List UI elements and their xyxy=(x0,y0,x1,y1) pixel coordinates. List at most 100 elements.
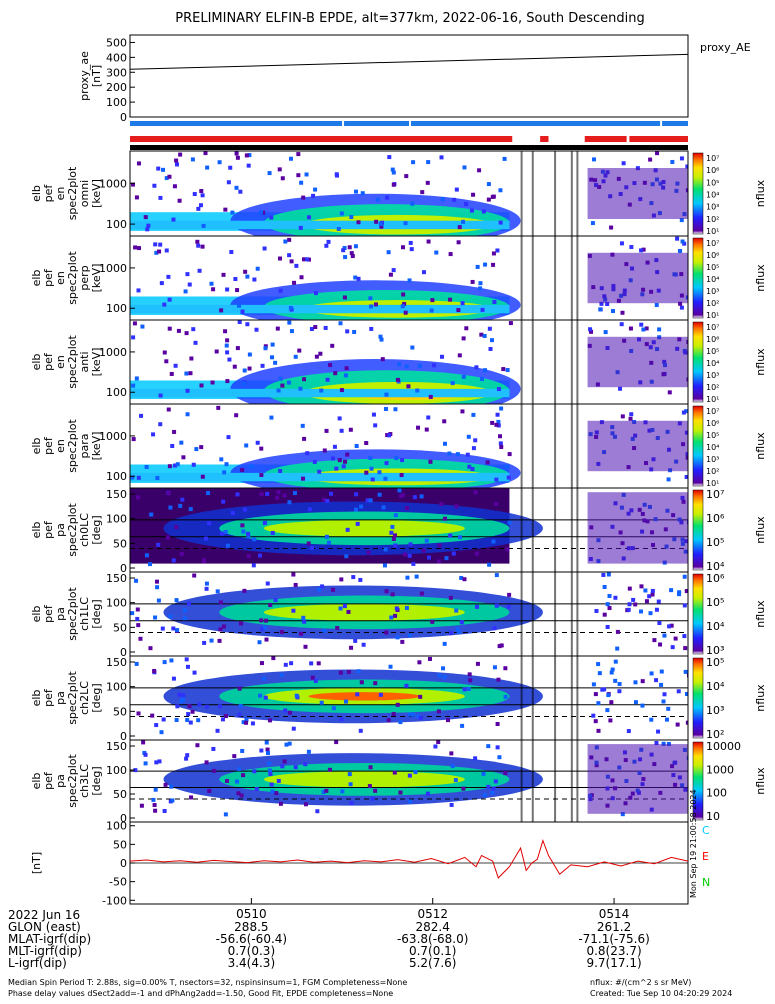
ylabel-line: elb xyxy=(30,438,43,455)
flux-speckle xyxy=(242,588,247,593)
proxy-ae-tick-label: 500 xyxy=(106,36,127,49)
flux-speckle xyxy=(246,534,251,539)
flux-speckle xyxy=(617,682,622,687)
flux-speckle xyxy=(449,751,454,756)
flux-speckle xyxy=(306,541,311,546)
flux-speckle xyxy=(679,156,684,161)
flux-speckle xyxy=(239,793,244,798)
flux-speckle xyxy=(313,291,318,296)
flux-speckle xyxy=(252,277,257,282)
flux-speckle xyxy=(287,500,292,505)
flux-speckle xyxy=(178,503,183,508)
flux-speckle xyxy=(230,210,235,215)
flux-speckle xyxy=(181,455,186,460)
panel-ytick-label: 1000 xyxy=(99,177,127,190)
data-gap-stripe xyxy=(570,740,573,822)
flux-speckle xyxy=(317,587,322,592)
flux-speckle xyxy=(239,621,244,626)
panel-ylabel: elbpefpaspec2plotch1LC[deg] xyxy=(30,587,103,641)
flux-speckle xyxy=(455,627,460,632)
flux-speckle xyxy=(159,281,164,286)
flux-speckle xyxy=(185,388,190,393)
flux-speckle xyxy=(439,354,444,359)
flux-speckle xyxy=(156,166,161,171)
flux-speckle xyxy=(160,626,165,631)
flux-speckle xyxy=(379,337,384,342)
flux-speckle xyxy=(354,507,359,512)
flux-speckle xyxy=(383,476,388,481)
flux-speckle xyxy=(170,798,175,803)
flux-speckle xyxy=(679,218,684,223)
flux-speckle xyxy=(426,555,431,560)
flux-speckle xyxy=(164,359,169,364)
panel-ytick-label: 50 xyxy=(113,621,127,634)
flux-speckle xyxy=(337,458,342,463)
flux-speckle xyxy=(386,718,391,723)
flux-speckle xyxy=(444,556,449,561)
flux-speckle xyxy=(180,497,185,502)
flux-speckle xyxy=(619,241,624,246)
flux-speckle xyxy=(242,507,247,512)
flux-speckle xyxy=(313,325,318,330)
flux-speckle xyxy=(610,667,615,672)
flux-speckle xyxy=(447,451,452,456)
flux-speckle xyxy=(369,326,374,331)
flux-speckle xyxy=(494,422,499,427)
flux-speckle xyxy=(667,390,672,395)
flux-speckle xyxy=(174,158,179,163)
flux-speckle xyxy=(166,407,171,412)
ylabel-line: pa xyxy=(54,523,67,537)
flux-speckle xyxy=(261,676,266,681)
flux-speckle xyxy=(593,692,598,697)
flux-speckle xyxy=(628,416,633,421)
flux-speckle xyxy=(203,151,208,156)
data-gap-stripe xyxy=(520,404,523,488)
flux-speckle xyxy=(649,671,654,676)
flux-speckle xyxy=(495,248,500,253)
flux-speckle xyxy=(199,383,204,388)
flux-speckle xyxy=(641,247,646,252)
flux-speckle xyxy=(156,542,161,547)
flux-speckle xyxy=(684,589,688,594)
flux-speckle xyxy=(335,625,340,630)
flux-speckle xyxy=(174,162,179,167)
flux-speckle xyxy=(131,437,136,442)
flux-speckle xyxy=(391,536,396,541)
flux-speckle xyxy=(368,455,373,460)
flux-speckle xyxy=(137,246,142,251)
mag-ytick-label: 50 xyxy=(113,838,127,851)
flux-speckle xyxy=(486,182,491,187)
flux-speckle xyxy=(259,492,264,497)
flux-speckle xyxy=(364,441,369,446)
flux-speckle xyxy=(174,598,179,603)
flux-speckle xyxy=(461,374,466,379)
flux-speckle xyxy=(193,340,198,345)
flux-speckle xyxy=(410,345,415,350)
flux-speckle xyxy=(482,793,487,798)
flux-speckle xyxy=(343,373,348,378)
flux-speckle xyxy=(245,274,250,279)
flux-speckle xyxy=(190,157,195,162)
flux-speckle xyxy=(305,257,310,262)
colorbar-tick-label: 10¹ xyxy=(706,395,719,404)
flux-speckle xyxy=(316,661,321,666)
flux-speckle xyxy=(669,623,674,628)
flux-speckle xyxy=(270,530,275,535)
flux-speckle xyxy=(474,604,479,609)
data-gap-stripe xyxy=(520,740,523,822)
flux-speckle xyxy=(456,240,461,245)
flux-speckle xyxy=(656,729,661,734)
flux-speckle xyxy=(161,167,166,172)
footer-row-value: 5.2(7.6) xyxy=(409,956,457,970)
colorbar-tick-label: 10⁶ xyxy=(706,512,725,525)
flux-speckle xyxy=(196,206,201,211)
flux-speckle xyxy=(657,621,662,626)
flux-speckle xyxy=(232,754,237,759)
flux-speckle xyxy=(654,303,659,308)
flux-speckle xyxy=(136,623,141,628)
flux-speckle xyxy=(325,498,330,503)
flux-speckle xyxy=(159,730,164,735)
flux-speckle xyxy=(419,494,424,499)
flux-speckle xyxy=(411,160,416,165)
flux-speckle xyxy=(206,490,211,495)
